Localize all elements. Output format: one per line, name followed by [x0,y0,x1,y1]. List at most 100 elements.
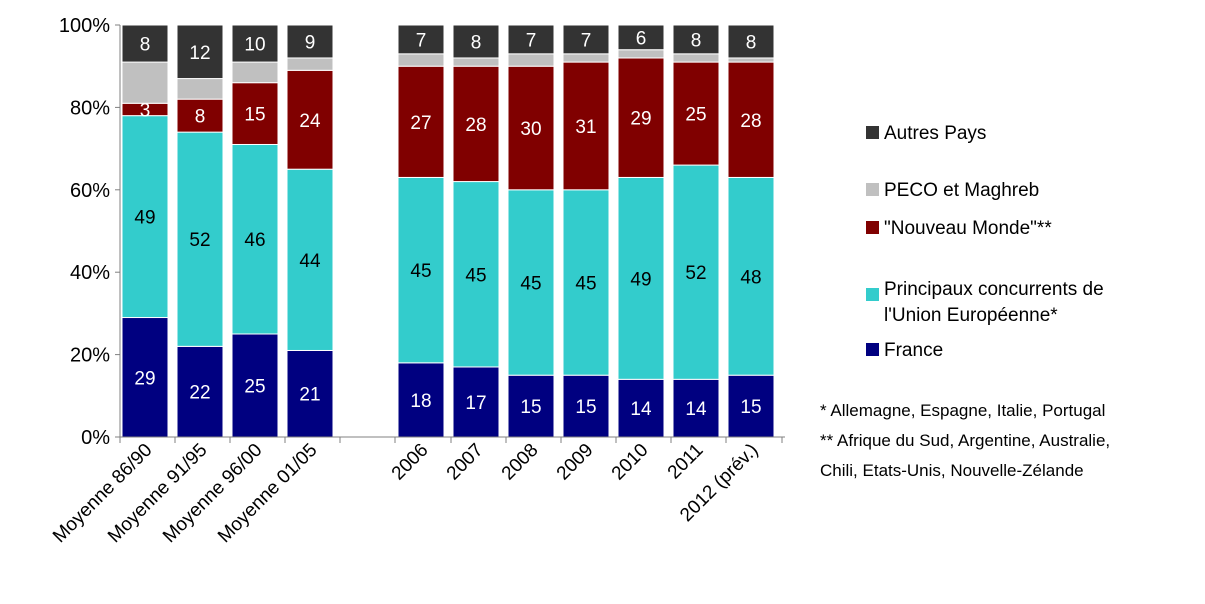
data-label: 15 [740,397,761,418]
footnote-line: * Allemagne, Espagne, Italie, Portugal [820,401,1105,420]
x-tick-label: Moyenne 01/05 [214,440,321,547]
bar-segment [122,62,168,103]
legend-swatch [866,183,879,196]
data-label: 7 [581,30,592,51]
data-label: 10 [244,35,265,56]
bars-layer: 29 49 3 8 22 52 8 12 25 46 15 10 21 44 24 9 18 45 27 7 17 45 2… [122,25,774,437]
legend-label: "Nouveau Monde"** [884,218,1052,239]
data-label: 49 [630,269,651,290]
bar-stack-10: 15 48 28 8 [728,25,774,437]
data-label: 30 [520,119,541,140]
bar-stack-3: 21 44 24 9 [287,25,333,437]
data-label: 31 [575,117,596,138]
data-label: 24 [299,111,321,132]
legend-item: "Nouveau Monde"** [866,218,1052,239]
x-tick-label: 2006 [388,440,433,485]
x-tick-label: Moyenne 96/00 [159,440,266,547]
legend-label: Autres Pays [884,123,986,144]
legend-item: PECO et Maghreb [866,180,1039,201]
data-label: 25 [685,105,706,126]
legend-swatch [866,343,879,356]
data-label: 52 [189,230,210,251]
data-label: 28 [740,111,761,132]
data-label: 22 [189,383,210,404]
data-label: 52 [685,263,706,284]
bar-stack-8: 14 49 29 6 [618,25,664,437]
x-tick-label: 2011 [664,440,708,484]
bar-stack-7: 15 45 31 7 [563,25,609,437]
data-label: 8 [195,107,206,128]
data-label: 17 [465,393,486,414]
data-label: 14 [630,399,652,420]
x-tick-label: 2010 [608,440,653,485]
bar-stack-5: 17 45 28 8 [453,25,499,437]
legend-label: France [884,340,943,361]
legend-swatch [866,288,879,301]
bar-stack-0: 29 49 3 8 [122,25,168,437]
legend-label: PECO et Maghreb [884,180,1039,201]
data-label: 45 [520,274,541,295]
legend-label: Principaux concurrents de l'Union Europée… [884,279,1104,326]
bar-segment [673,54,719,62]
data-label: 48 [740,267,761,288]
x-tick-label: Moyenne 91/95 [104,440,211,547]
footnotes: * Allemagne, Espagne, Italie, Portugal **… [820,401,1110,480]
legend-swatch [866,126,879,139]
x-tick-label: 2008 [498,440,543,485]
legend-item: France [866,340,943,361]
data-label: 8 [746,32,757,53]
bar-stack-1: 22 52 8 12 [177,25,223,437]
data-label: 15 [575,397,596,418]
data-label: 18 [410,391,431,412]
data-label: 46 [244,230,265,251]
data-label: 6 [636,28,647,49]
y-tick-label: 40% [70,262,110,284]
x-tick-label: 2009 [553,440,598,485]
bar-segment [453,58,499,66]
legend-swatch [866,221,879,234]
bar-segment [232,62,278,83]
data-label: 9 [305,32,316,53]
data-label: 45 [575,274,596,295]
y-tick-label: 60% [70,180,110,202]
data-label: 29 [630,109,651,130]
y-tick-label: 20% [70,345,110,367]
data-label: 44 [299,251,321,272]
data-label: 12 [189,43,210,64]
x-tick-label: Moyenne 86/90 [49,440,156,547]
x-tick-label: 2007 [443,440,488,485]
bar-segment [177,79,223,100]
data-label: 49 [134,208,155,229]
data-label: 45 [410,261,431,282]
data-label: 21 [299,385,320,406]
bar-segment [287,58,333,70]
bar-segment [508,54,554,66]
data-label: 27 [410,113,431,134]
bar-stack-4: 18 45 27 7 [398,25,444,437]
data-label: 28 [465,115,486,136]
legend-item: Principaux concurrents de l'Union Europée… [866,279,1104,326]
legend-item: Autres Pays [866,123,986,144]
bar-segment [728,58,774,62]
y-tick-label: 80% [70,97,110,119]
data-label: 45 [465,265,486,286]
data-label: 8 [471,32,482,53]
bar-stack-9: 14 52 25 8 [673,25,719,437]
data-label: 14 [685,399,707,420]
y-tick-label: 100% [59,15,110,37]
footnote-line: ** Afrique du Sud, Argentine, Australie, [820,431,1110,450]
data-label: 15 [520,397,541,418]
bar-segment [563,54,609,62]
data-label: 15 [244,105,265,126]
data-label: 7 [526,30,537,51]
data-label: 29 [134,368,155,389]
data-label: 8 [140,35,151,56]
bar-stack-2: 25 46 15 10 [232,25,278,437]
bar-segment [398,54,444,66]
y-tick-label: 0% [81,427,110,449]
bar-segment [618,50,664,58]
data-label: 25 [244,377,265,398]
data-label: 7 [416,30,427,51]
